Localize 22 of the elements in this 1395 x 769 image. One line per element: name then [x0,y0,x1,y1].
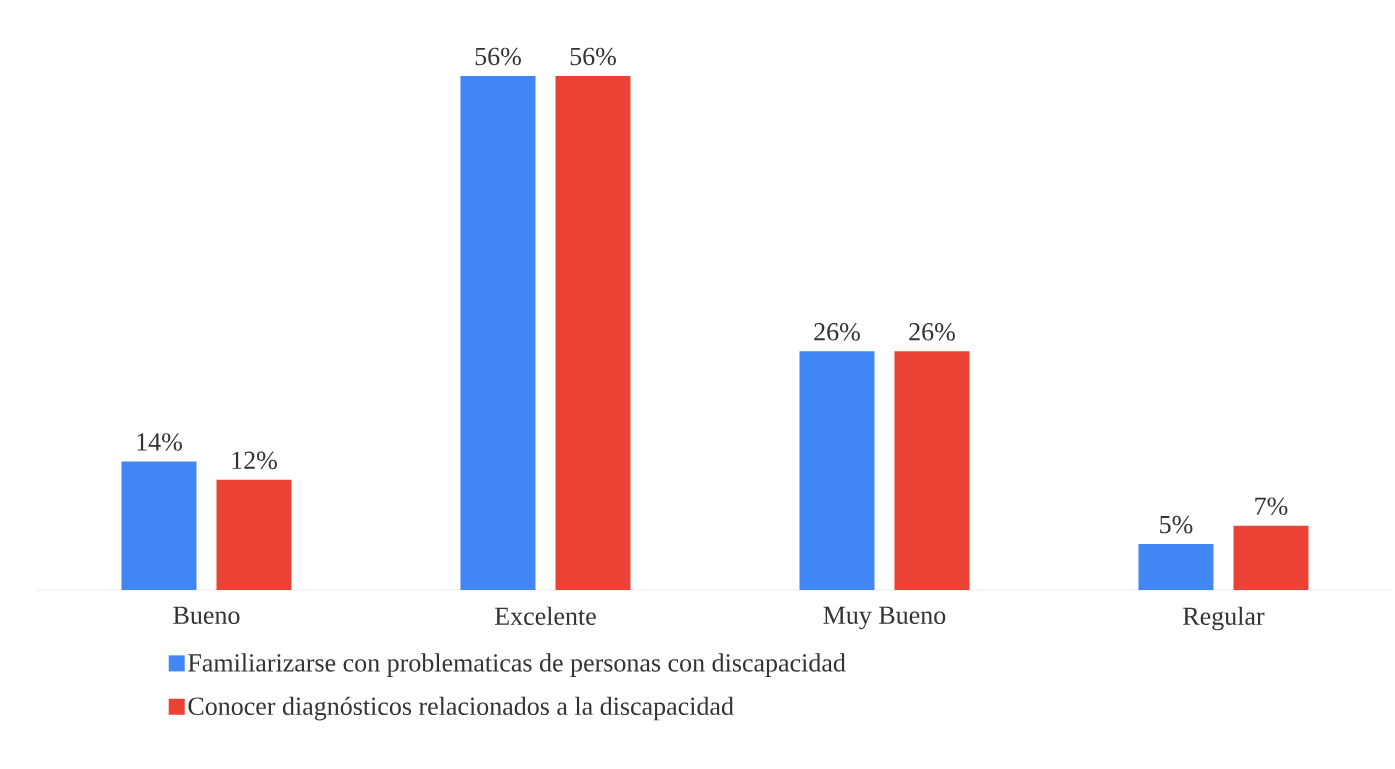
bar [1233,525,1309,590]
data-label: 56% [570,47,616,66]
data-label: 12% [232,451,277,470]
bar [121,461,197,590]
data-label: 7% [1255,497,1288,516]
bar [216,479,292,590]
data-label: 26% [814,323,860,341]
bar [555,75,631,590]
data-label: 56% [475,47,521,66]
bar [1138,544,1214,590]
bar [799,351,875,590]
data-label: 14% [137,433,182,451]
legend-label: Familiarizarse con problematicas de personas con discapacidad [188,653,846,677]
x-tick-label: Excelente [495,606,596,625]
data-label: 5% [1160,515,1193,534]
x-tick-label: Regular [1183,606,1265,631]
x-tick-label: Muy Bueno [823,606,946,630]
legend-label: Conocer diagnósticos relacionados a la discapacidad [188,696,734,721]
bar [460,75,536,590]
bar [894,351,970,590]
data-label: 26% [909,323,955,341]
x-tick-label: Bueno [173,606,240,624]
